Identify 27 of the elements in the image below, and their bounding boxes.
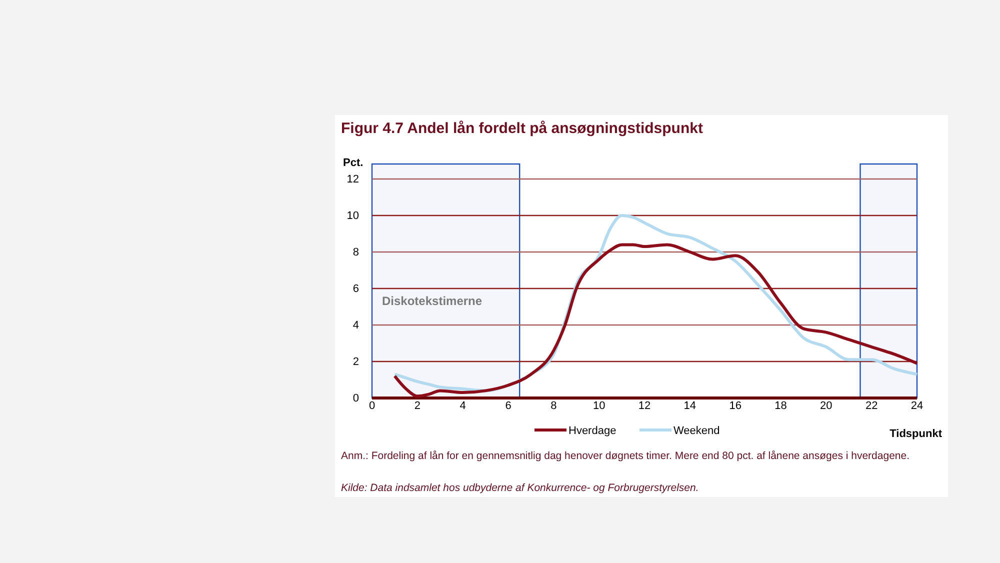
x-tick-label: 12 xyxy=(638,400,651,412)
band-label: Diskotekstimerne xyxy=(382,294,482,308)
y-tick-label: 8 xyxy=(352,246,359,259)
y-tick-label: 2 xyxy=(352,356,359,368)
y-tick-label: 4 xyxy=(352,320,359,332)
x-tick-label: 6 xyxy=(505,400,512,412)
text: Anm.: Fordeling af lån for en gennemsnitlig dag henover døgnets timer. Mere end 80 pct. af lånene ansøges i hverdagene. xyxy=(341,450,910,462)
x-tick-label: 20 xyxy=(820,400,832,412)
y-tick-label: 6 xyxy=(352,283,359,296)
x-tick-label: 4 xyxy=(460,400,466,412)
y-tick-label: 12 xyxy=(346,174,359,186)
x-tick-label: 8 xyxy=(550,400,557,412)
chart-title: Figur 4.7 Andel lån fordelt på ansøgningstidspunkt xyxy=(341,120,703,137)
x-tick-label: 14 xyxy=(684,400,696,412)
x-tick-label: 24 xyxy=(910,400,924,412)
text: Kilde: Data indsamlet hos udbyderne af Konkurrence- og Forbrugerstyrelsen. xyxy=(341,482,699,494)
x-tick-label: 18 xyxy=(774,400,787,412)
x-axis-title: Tidspunkt xyxy=(890,428,942,440)
y-tick-label: 10 xyxy=(346,210,359,222)
y-axis-title: Pct. xyxy=(343,157,364,169)
x-tick-label: 2 xyxy=(414,400,420,412)
x-tick-label: 16 xyxy=(729,400,742,412)
legend-label: Weekend xyxy=(674,425,720,437)
x-tick-label: 0 xyxy=(368,400,376,412)
x-tick-label: 10 xyxy=(592,400,606,412)
x-tick-label: 22 xyxy=(865,400,878,412)
legend-label: Hverdage xyxy=(568,425,616,437)
